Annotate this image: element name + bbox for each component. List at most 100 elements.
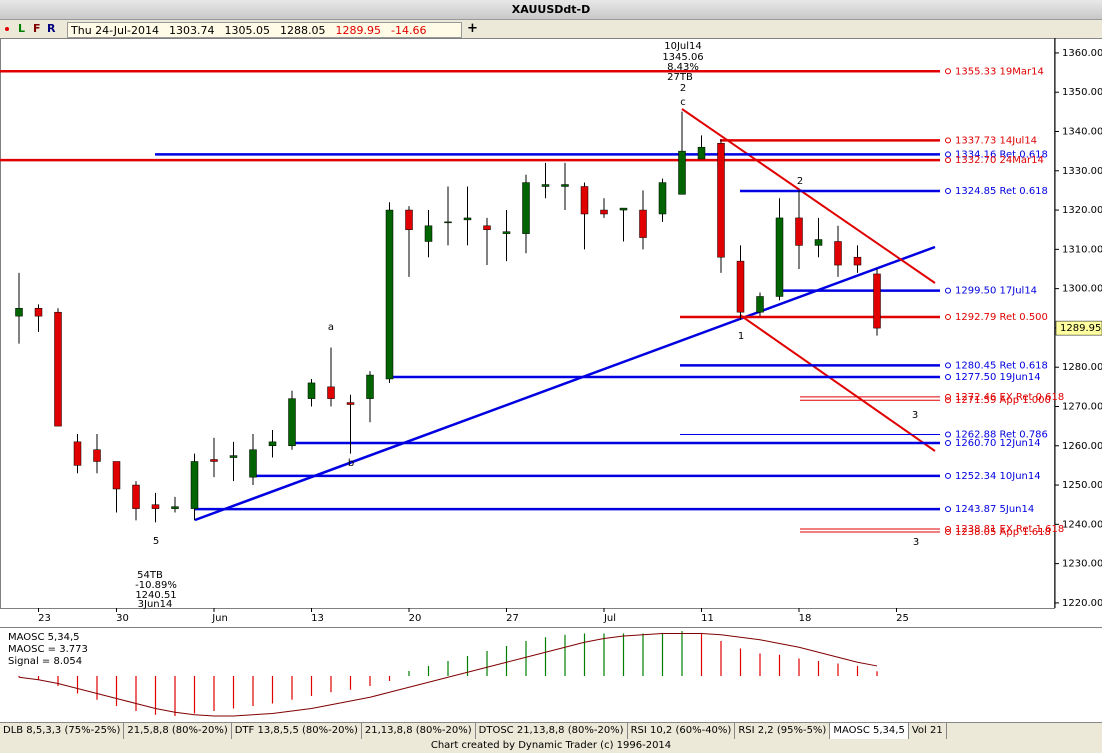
candle-body	[366, 374, 374, 399]
level-label: 1332.70 24Mar14	[955, 155, 1044, 166]
level-marker	[945, 137, 951, 144]
x-tick-label: 27	[506, 613, 519, 624]
indicator-tab[interactable]: DTF 13,8,5,5 (80%-20%)	[232, 723, 362, 739]
candle-body	[34, 308, 43, 317]
indicator-tab[interactable]: 21,13,8,8 (80%-20%)	[362, 723, 476, 739]
level-marker	[945, 431, 951, 438]
candle-body	[346, 402, 355, 405]
candle-body	[795, 217, 803, 246]
candle-body	[736, 260, 745, 313]
candle-body	[93, 449, 101, 462]
level-label: 1324.85 Ret 0.618	[955, 186, 1048, 197]
candle-body	[522, 182, 530, 234]
level-marker	[945, 151, 951, 158]
level-label: 1337.73 14Jul14	[955, 135, 1037, 146]
level-marker	[945, 397, 951, 404]
y-tick-label: 1350.00	[1062, 87, 1102, 98]
y-tick-label: 1310.00	[1062, 244, 1102, 255]
info-high: 1305.05	[224, 23, 270, 37]
info-box: Thu 24-Jul-2014 1303.74 1305.05 1288.05 …	[67, 22, 462, 38]
info-low: 1288.05	[279, 23, 326, 37]
annotation: c	[680, 97, 686, 108]
status-dot	[5, 27, 9, 31]
level-label: 1277.50 19Jun14	[955, 372, 1041, 383]
level-label: 1334.16 Ret 0.618	[955, 149, 1048, 160]
x-tick-label: 20	[409, 613, 422, 624]
annotation: 3Jun14	[138, 599, 173, 610]
annotation: a	[328, 322, 334, 333]
toolbar-button[interactable]: F	[33, 22, 41, 35]
candle-body	[15, 308, 23, 317]
candle-body	[853, 256, 862, 266]
chart: 1220.00 1230.00 1240.00 1250.00 1260.00 1270.…	[0, 38, 1102, 717]
last-price-box	[1055, 320, 1102, 336]
level-label: 1252.34 10Jun14	[955, 471, 1041, 482]
annotation: 3	[912, 410, 918, 421]
candle-body	[249, 449, 257, 478]
candle-body	[424, 225, 433, 242]
candle-body	[678, 150, 686, 195]
x-tick-label: 11	[701, 613, 714, 624]
x-tick-label: Jun	[211, 613, 228, 624]
candle-body	[502, 231, 511, 234]
level-label: 1262.88 Ret 0.786	[955, 429, 1048, 440]
indicator-tab[interactable]: MAOSC 5,34,5	[830, 723, 909, 739]
indicator-tab[interactable]: DLB 8,5,3,3 (75%-25%)	[0, 723, 125, 739]
annotation: b	[348, 458, 354, 469]
level-label: 1299.50 17Jul14	[955, 286, 1037, 297]
y-tick-label: 1270.00	[1062, 401, 1102, 412]
candle-body	[268, 441, 277, 447]
x-tick-label: Jul	[603, 613, 616, 624]
trend-line	[194, 245, 936, 522]
annotation: 1345.06	[662, 52, 703, 63]
candle-body	[327, 386, 335, 399]
y-tick-label: 1320.00	[1062, 205, 1102, 216]
candle-body	[619, 207, 628, 211]
y-tick-label: 1340.00	[1062, 126, 1102, 137]
indicator-tab[interactable]: Vol 21	[909, 723, 947, 739]
indicator-tabs: DLB 8,5,3,3 (75%-25%) 21,5,8,8 (80%-20%) D…	[0, 722, 1102, 739]
indicator-tab[interactable]: RSI 2,2 (95%-5%)	[735, 723, 831, 739]
candle-body	[541, 184, 550, 187]
candle-body	[639, 209, 647, 238]
candle-body	[73, 441, 82, 466]
level-marker	[945, 472, 951, 479]
level-label: 1238.81 EX Ret 1.618	[955, 524, 1064, 535]
window-title: XAUUSDdt-D	[0, 0, 1102, 20]
candle-body	[132, 484, 140, 509]
y-tick-label: 1250.00	[1062, 480, 1102, 491]
candle-body	[775, 217, 784, 297]
level-marker	[945, 528, 951, 535]
candle-body	[229, 455, 238, 458]
annotation: 5	[153, 536, 159, 547]
info-change: -14.66	[390, 23, 427, 37]
candle-body	[444, 221, 452, 224]
candle-body	[210, 459, 218, 462]
legend-entry: Signal = 8.054	[8, 656, 82, 667]
x-tick-label: 30	[116, 613, 129, 624]
level-marker	[945, 526, 951, 533]
indicator-tab[interactable]: 21,5,8,8 (80%-20%)	[124, 723, 232, 739]
y-tick-label: 1300.00	[1062, 284, 1102, 295]
level-label: 1238.05 App 1.618	[955, 527, 1051, 538]
trend-line	[739, 314, 936, 452]
indicator-tab[interactable]: DTOSC 21,13,8,8 (80%-20%)	[476, 723, 628, 739]
annotation: 54TB	[137, 570, 163, 581]
level-marker	[945, 440, 951, 447]
annotation: -10.89%	[135, 580, 177, 591]
candle-body	[190, 461, 199, 509]
level-marker	[945, 374, 951, 381]
y-tick-label: 1260.00	[1062, 441, 1102, 452]
trend-line	[681, 108, 936, 284]
candle-body	[873, 273, 881, 329]
indicator-tab[interactable]: RSI 10,2 (60%-40%)	[628, 723, 736, 739]
y-tick-label: 1220.00	[1062, 598, 1102, 609]
candle-body	[814, 239, 823, 246]
candle-body	[600, 209, 608, 215]
last-price-label: 1289.95	[1060, 323, 1101, 334]
candle-body	[658, 182, 667, 215]
candle-body	[580, 186, 589, 215]
add-button[interactable]: +	[467, 21, 478, 36]
toolbar-button[interactable]: L	[18, 22, 26, 35]
toolbar-button[interactable]: R	[47, 22, 56, 35]
